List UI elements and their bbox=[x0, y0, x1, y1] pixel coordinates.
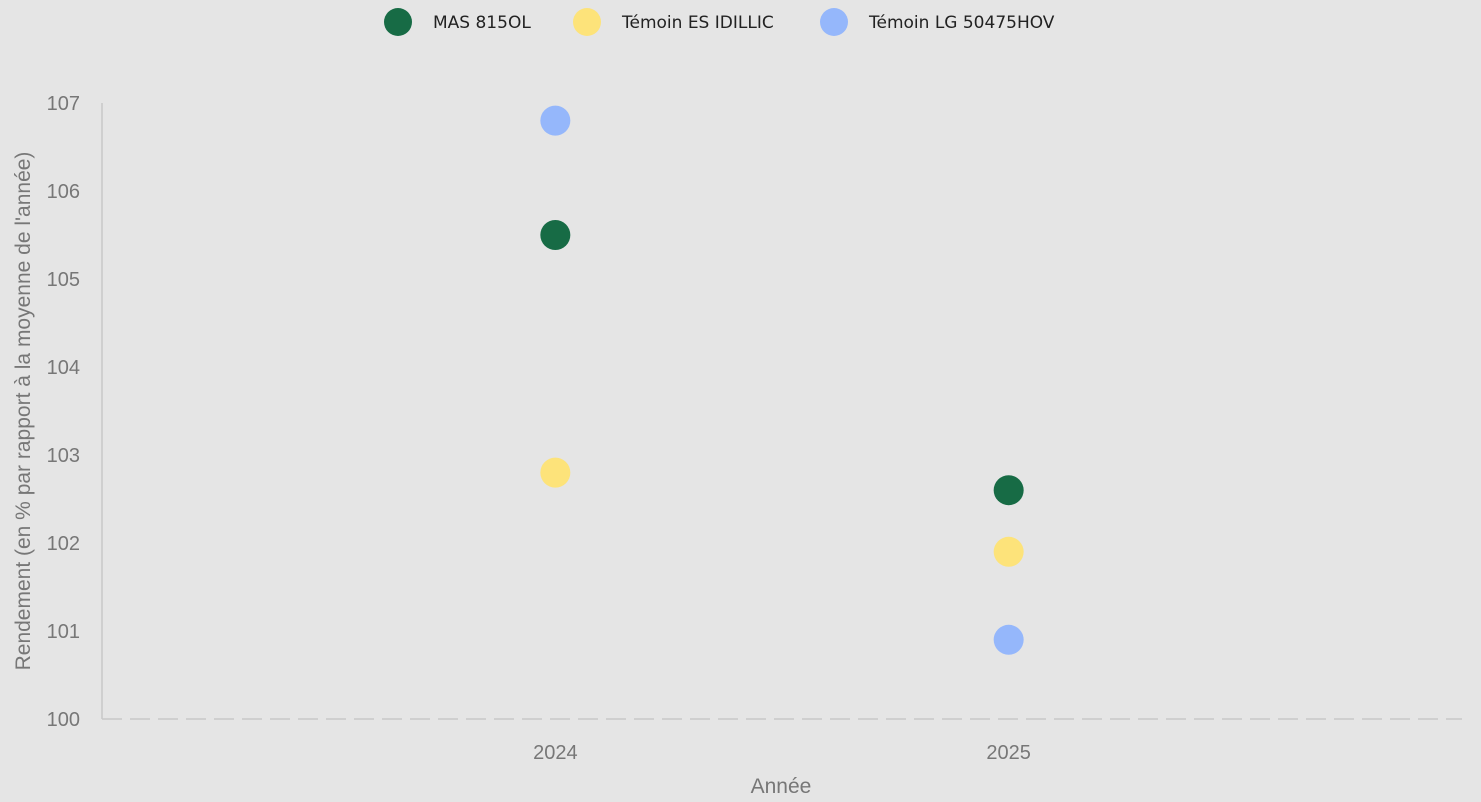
legend-item[interactable]: Témoin ES IDILLIC bbox=[573, 8, 774, 36]
data-points bbox=[540, 105, 1024, 655]
x-axis-title: Année bbox=[751, 775, 812, 798]
data-point[interactable] bbox=[993, 536, 1024, 567]
legend-marker bbox=[820, 8, 848, 36]
y-axis-title: Rendement (en % par rapport à la moyenne… bbox=[12, 152, 35, 671]
y-tick-label: 105 bbox=[47, 269, 80, 291]
y-tick-label: 106 bbox=[47, 181, 80, 203]
legend-label: Témoin ES IDILLIC bbox=[621, 13, 774, 33]
data-point[interactable] bbox=[993, 475, 1024, 506]
y-tick-label: 100 bbox=[47, 709, 80, 731]
x-tick-label: 2024 bbox=[533, 742, 578, 764]
y-tick-label: 107 bbox=[47, 93, 80, 115]
data-point[interactable] bbox=[540, 457, 571, 488]
x-tick-label: 2025 bbox=[986, 742, 1031, 764]
legend-marker bbox=[573, 8, 601, 36]
axes bbox=[101, 103, 1462, 720]
data-point[interactable] bbox=[993, 624, 1024, 655]
legend: MAS 815OL Témoin ES IDILLIC Témoin LG 5047… bbox=[384, 8, 1055, 36]
legend-item[interactable]: Témoin LG 50475HOV bbox=[820, 8, 1055, 36]
legend-label: Témoin LG 50475HOV bbox=[868, 13, 1055, 33]
y-tick-label: 101 bbox=[47, 621, 80, 643]
y-tick-label: 103 bbox=[47, 445, 80, 467]
legend-label: MAS 815OL bbox=[433, 13, 531, 33]
legend-marker bbox=[384, 8, 412, 36]
legend-item[interactable]: MAS 815OL bbox=[384, 8, 531, 36]
data-point[interactable] bbox=[540, 220, 571, 250]
y-tick-labels: 100 101 102 103 104 105 106 107 bbox=[47, 93, 80, 731]
x-tick-labels: 2024 2025 bbox=[533, 742, 1031, 764]
y-tick-label: 104 bbox=[47, 357, 80, 379]
y-tick-label: 102 bbox=[47, 533, 80, 555]
data-point[interactable] bbox=[540, 105, 571, 136]
